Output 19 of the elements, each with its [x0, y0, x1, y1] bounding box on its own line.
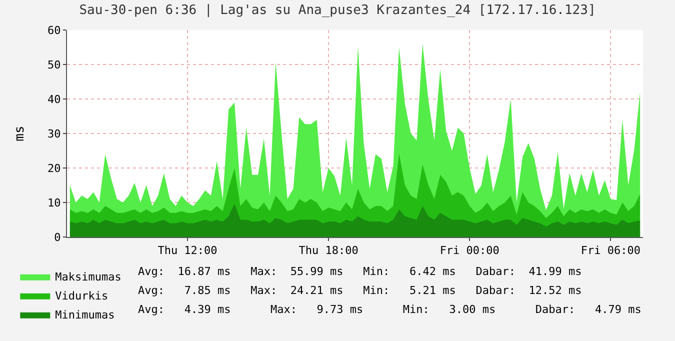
y-tick-label: 50	[48, 58, 61, 72]
text: Avg: 4.39 ms Max: 9.73 ms Min: 3.00 ms Dabar: 4.79 ms	[138, 303, 642, 316]
y-tick-label: 40	[48, 92, 61, 106]
x-tick-label: Fri 00:00	[440, 244, 500, 258]
y-tick-label: 30	[48, 127, 61, 140]
y-tick-label: 10	[48, 196, 61, 210]
x-tick-label: Thu 12:00	[158, 244, 218, 258]
text: Avg: 16.87 ms Max: 55.99 ms Min: 6.42 ms Dabar: 41.99 ms	[138, 265, 582, 278]
y-axis-title: ms	[12, 126, 28, 142]
chart-title: Sau-30-pen 6:36 | Lag'as su Ana_puse3 Krazantes_24 [172.17.16.123]	[79, 3, 596, 18]
legend-label: Maksimumas	[55, 270, 122, 284]
text: Avg: 7.85 ms Max: 24.21 ms Min: 5.21 ms Dabar: 12.52 ms	[138, 284, 582, 297]
y-tick-label: 20	[48, 162, 61, 175]
y-tick-label: 60	[48, 24, 61, 37]
legend-label: Vidurkis	[55, 290, 108, 303]
x-tick-label: Fri 06:00	[580, 244, 640, 258]
x-tick-label: Thu 18:00	[298, 244, 358, 258]
y-tick-label: 0	[54, 230, 61, 244]
legend-label: Minimumas	[55, 308, 115, 322]
